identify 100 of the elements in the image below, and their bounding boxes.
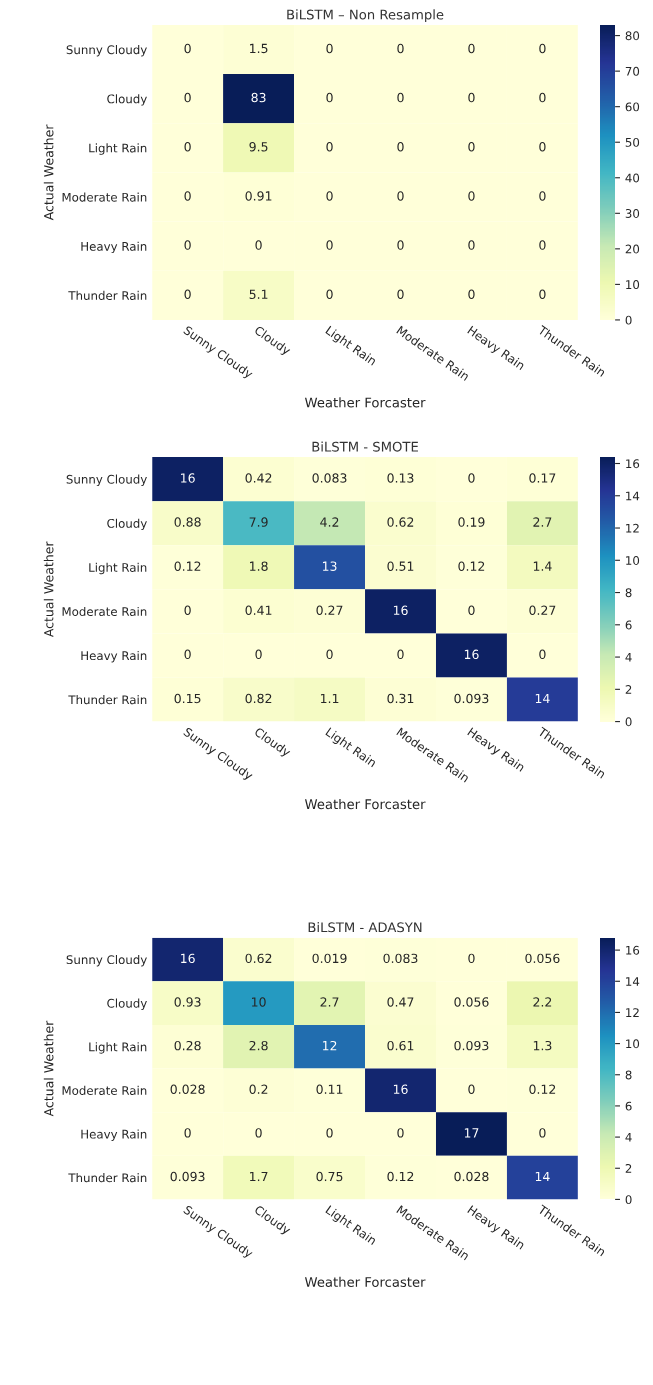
y-tick-label: Moderate Rain [62, 192, 147, 202]
data-label: 0 [539, 1128, 546, 1138]
y-tick-label: Thunder Rain [68, 1173, 147, 1183]
data-label: 0 [397, 649, 404, 660]
data-label: 5.1 [249, 289, 268, 299]
data-label: 0 [326, 191, 333, 201]
data-label: 0.31 [387, 693, 414, 704]
color-bar-label: 0 [625, 1195, 632, 1205]
color-bar-label: 0 [625, 315, 632, 325]
data-label: 0 [397, 1128, 404, 1138]
data-label: 0 [468, 953, 475, 964]
data-label: 14 [535, 693, 550, 703]
y-axis-title: Actual Weather [43, 1020, 54, 1117]
data-label: 0.82 [245, 693, 272, 704]
data-label: 0.47 [387, 997, 414, 1007]
y-tick-label: Moderate Rain [62, 606, 147, 617]
data-label: 0 [397, 142, 404, 152]
data-label: 0 [468, 191, 475, 201]
color-bar-label: 6 [625, 1101, 632, 1111]
data-label: 0.13 [387, 473, 414, 483]
color-bar-label: 2 [625, 1163, 632, 1173]
color-bar-label: 40 [625, 173, 640, 183]
data-label: 14 [535, 1171, 550, 1182]
color-bar-label: 14 [626, 491, 640, 501]
data-label: 0.17 [529, 473, 556, 483]
chart-title: BiLSTM - ADASYN [308, 922, 422, 933]
color-bar-label: 10 [626, 556, 640, 565]
chart-title: BiLSTM – Non Resample [287, 9, 444, 23]
data-label: 0 [326, 43, 333, 54]
data-label: 0.11 [316, 1084, 343, 1094]
data-label: 0.019 [312, 953, 347, 964]
data-label: 0 [184, 191, 191, 201]
data-label: 0 [539, 43, 546, 54]
data-label: 0.056 [525, 953, 560, 964]
x-axis-title: Weather Forcaster [304, 798, 426, 810]
y-tick-label: Moderate Rain [62, 1085, 147, 1095]
y-tick-label: Thunder Rain [68, 695, 147, 705]
data-label: 0 [539, 191, 546, 201]
data-label: 0 [468, 142, 475, 152]
color-bar-label: 0 [625, 717, 632, 727]
color-bar-label: 30 [625, 209, 640, 218]
data-label: 0.12 [529, 1084, 556, 1094]
color-bar-label: 16 [626, 945, 640, 955]
data-label: 0 [468, 473, 475, 483]
data-label: 0 [326, 649, 333, 660]
data-label: 16 [181, 473, 195, 483]
data-label: 9.5 [249, 142, 268, 152]
data-label: 0 [397, 191, 404, 201]
data-label: 83 [251, 92, 266, 103]
data-label: 0 [184, 1128, 191, 1138]
data-label: 0 [184, 92, 191, 103]
data-label: 0 [397, 43, 404, 54]
data-label: 0 [184, 43, 191, 54]
data-label: 10 [252, 997, 266, 1007]
y-tick-label: Heavy Rain [81, 1129, 147, 1141]
data-label: 0.12 [174, 561, 201, 571]
color-bar-label: 80 [625, 31, 640, 41]
data-label: 1.8 [250, 561, 268, 571]
color-bar-label: 12 [626, 1008, 639, 1017]
data-label: 0 [326, 92, 333, 103]
data-label: 0.093 [170, 1171, 205, 1182]
data-label: 1.1 [320, 693, 339, 703]
color-bar-label: 14 [626, 977, 640, 986]
color-bar-label: 10 [626, 280, 640, 290]
data-label: 0 [397, 240, 404, 250]
data-label: 0.41 [245, 605, 272, 615]
x-axis-title: Weather Forcaster [304, 397, 426, 408]
color-bar-label: 2 [625, 685, 632, 694]
y-tick-label: Cloudy [107, 998, 147, 1011]
data-label: 0 [184, 240, 191, 250]
color-bar-label: 12 [626, 523, 639, 533]
data-label: 0 [397, 289, 404, 299]
data-label: 0 [539, 240, 546, 250]
data-label: 0 [184, 289, 191, 299]
data-label: 0 [468, 92, 475, 103]
data-label: 2.8 [249, 1040, 268, 1051]
y-tick-label: Heavy Rain [81, 241, 147, 254]
data-label: 0.27 [316, 605, 343, 615]
data-label: 0.62 [387, 517, 414, 527]
color-bar-label: 10 [626, 1039, 640, 1049]
data-label: 0.083 [312, 473, 347, 483]
y-tick-label: Light Rain [89, 143, 147, 155]
color-bar-label: 8 [625, 588, 632, 598]
data-label: 0.028 [170, 1084, 205, 1094]
data-label: 0.42 [245, 473, 272, 483]
data-label: 0 [326, 1128, 333, 1138]
data-label: 0.27 [529, 605, 556, 615]
data-label: 0.2 [249, 1084, 268, 1094]
data-label: 4.2 [320, 517, 339, 527]
data-label: 0.28 [174, 1040, 201, 1051]
y-tick-label: Light Rain [89, 562, 147, 575]
data-label: 16 [393, 605, 408, 615]
y-axis-title: Actual Weather [43, 541, 54, 638]
data-label: 1.3 [533, 1040, 552, 1051]
data-label: 0.93 [174, 997, 201, 1007]
color-bar-label: 6 [625, 620, 632, 630]
data-label: 0 [539, 92, 546, 103]
color-bar-label: 50 [625, 137, 640, 147]
color-bar-label: 4 [625, 652, 632, 662]
data-label: 1.4 [533, 561, 552, 571]
